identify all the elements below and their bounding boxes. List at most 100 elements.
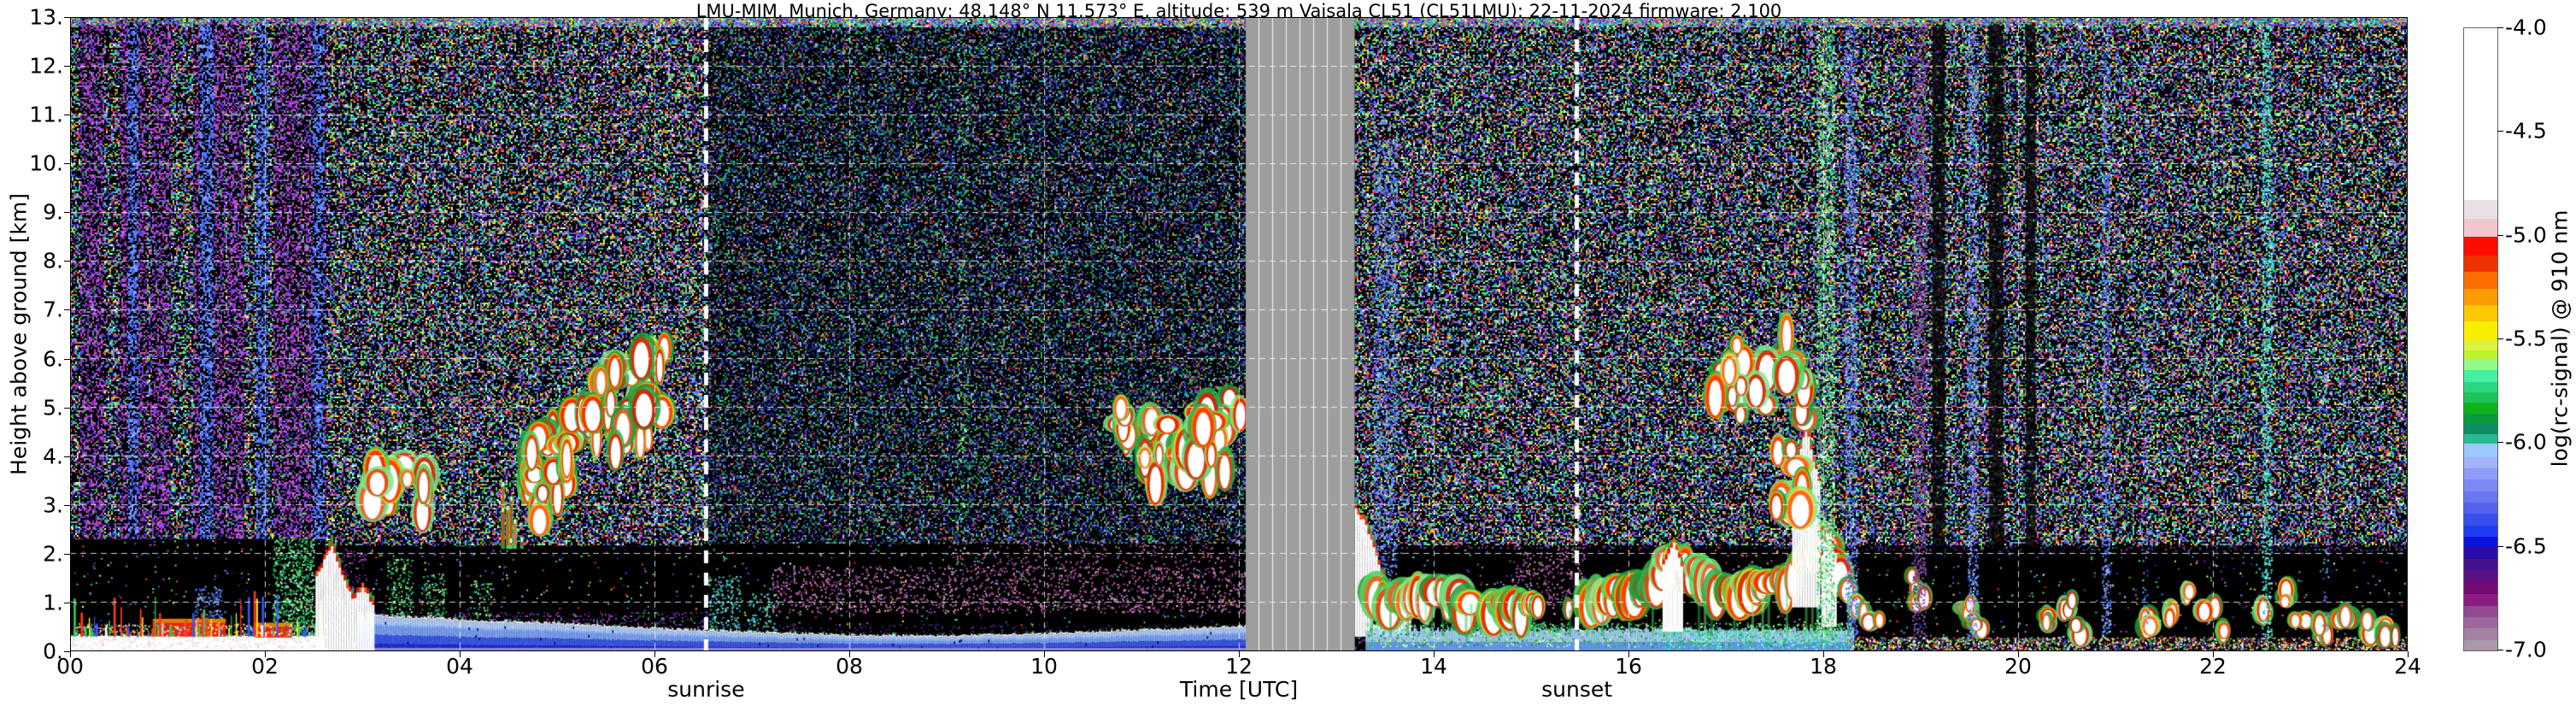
colorbar-tick-label: -5.0 bbox=[2505, 222, 2547, 248]
x-tick-mark bbox=[1823, 651, 1824, 657]
x-tick-label: 06 bbox=[641, 654, 668, 679]
colorbar-tick-mark bbox=[2497, 131, 2503, 132]
x-tick-label: 12 bbox=[1225, 654, 1253, 679]
colorbar-segment bbox=[2464, 28, 2497, 200]
x-tick-mark bbox=[1628, 651, 1629, 657]
x-tick-mark bbox=[1434, 651, 1435, 657]
colorbar-segment bbox=[2464, 305, 2497, 322]
colorbar-segment bbox=[2464, 456, 2497, 469]
colorbar-segment bbox=[2464, 199, 2497, 219]
colorbar-segment bbox=[2464, 536, 2497, 547]
x-tick-mark bbox=[1239, 651, 1240, 657]
y-tick-label: 5. bbox=[43, 395, 63, 421]
colorbar-segment bbox=[2464, 559, 2497, 571]
colorbar-segment bbox=[2464, 256, 2497, 273]
colorbar-segment bbox=[2464, 479, 2497, 491]
colorbar-tick-mark bbox=[2497, 545, 2503, 547]
colorbar-segment bbox=[2464, 237, 2497, 256]
x-tick-mark bbox=[2213, 651, 2214, 657]
colorbar-segment bbox=[2464, 434, 2497, 444]
x-tick-label: 04 bbox=[446, 654, 473, 679]
y-tick-label: 11. bbox=[29, 102, 63, 127]
sunrise-label: sunrise bbox=[667, 677, 745, 702]
colorbar-segment bbox=[2464, 639, 2497, 650]
colorbar-tick-label: -6.0 bbox=[2505, 429, 2547, 455]
colorbar-segment bbox=[2464, 321, 2497, 341]
y-tick-label: 13. bbox=[29, 4, 63, 30]
y-tick-mark bbox=[64, 358, 70, 360]
y-tick-label: 10. bbox=[29, 150, 63, 176]
colorbar-segment bbox=[2464, 340, 2497, 351]
y-axis-label: Height above ground [km] bbox=[6, 193, 32, 475]
x-tick-mark bbox=[70, 651, 71, 657]
colorbar-segment bbox=[2464, 468, 2497, 480]
sunset-label: sunset bbox=[1541, 677, 1613, 702]
y-tick-label: 4. bbox=[43, 444, 63, 469]
colorbar-segment bbox=[2464, 350, 2497, 359]
colorbar-tick-label: -6.5 bbox=[2505, 533, 2547, 559]
y-tick-mark bbox=[64, 163, 70, 165]
colorbar-segment bbox=[2464, 570, 2497, 582]
colorbar-label: log(rc-signal) @ 910 nm bbox=[2547, 209, 2573, 468]
colorbar-tick-label: -4.5 bbox=[2505, 118, 2547, 144]
colorbar-segment bbox=[2464, 502, 2497, 515]
colorbar-segment bbox=[2464, 381, 2497, 392]
colorbar-tick-label: -4.0 bbox=[2505, 15, 2547, 40]
colorbar-segment bbox=[2464, 546, 2497, 560]
x-tick-label: 00 bbox=[56, 654, 84, 679]
y-tick-mark bbox=[64, 553, 70, 555]
colorbar-segment bbox=[2464, 444, 2497, 457]
y-tick-mark bbox=[64, 17, 70, 18]
x-tick-label: 10 bbox=[1030, 654, 1058, 679]
x-tick-label: 20 bbox=[2004, 654, 2032, 679]
x-tick-label: 14 bbox=[1420, 654, 1447, 679]
y-tick-label: 2. bbox=[43, 541, 63, 567]
colorbar-tick-mark bbox=[2497, 338, 2503, 339]
colorbar-segment bbox=[2464, 391, 2497, 403]
y-tick-mark bbox=[64, 407, 70, 409]
colorbar-segment bbox=[2464, 288, 2497, 306]
y-tick-mark bbox=[64, 504, 70, 506]
x-tick-mark bbox=[849, 651, 850, 657]
colorbar-tick-mark bbox=[2497, 234, 2503, 236]
y-tick-label: 9. bbox=[43, 199, 63, 225]
colorbar-segment bbox=[2464, 358, 2497, 371]
colorbar-segment bbox=[2464, 218, 2497, 238]
colorbar-segment bbox=[2464, 581, 2497, 595]
colorbar-segment bbox=[2464, 424, 2497, 435]
y-tick-label: 0. bbox=[43, 638, 63, 664]
colorbar-tick-label: -7.0 bbox=[2505, 637, 2547, 662]
x-tick-label: 16 bbox=[1615, 654, 1642, 679]
colorbar-segment bbox=[2464, 402, 2497, 414]
y-tick-label: 1. bbox=[43, 590, 63, 615]
heatmap-canvas bbox=[70, 17, 2408, 651]
x-axis-label: Time [UTC] bbox=[1179, 677, 1299, 702]
colorbar-segment bbox=[2464, 514, 2497, 526]
colorbar-segment bbox=[2464, 594, 2497, 606]
y-tick-mark bbox=[64, 261, 70, 262]
colorbar-segment bbox=[2464, 413, 2497, 425]
y-tick-mark bbox=[64, 212, 70, 214]
colorbar bbox=[2463, 27, 2498, 651]
x-tick-mark bbox=[2408, 651, 2409, 657]
colorbar-segment bbox=[2464, 628, 2497, 640]
x-tick-mark bbox=[265, 651, 266, 657]
y-tick-label: 12. bbox=[29, 53, 63, 79]
x-tick-mark bbox=[1044, 651, 1045, 657]
x-tick-label: 02 bbox=[251, 654, 279, 679]
y-tick-mark bbox=[64, 456, 70, 457]
colorbar-segment bbox=[2464, 525, 2497, 537]
y-tick-label: 8. bbox=[43, 248, 63, 274]
colorbar-segment bbox=[2464, 370, 2497, 382]
colorbar-segment bbox=[2464, 617, 2497, 629]
x-tick-label: 08 bbox=[836, 654, 863, 679]
colorbar-tick-mark bbox=[2497, 27, 2503, 28]
x-tick-label: 22 bbox=[2199, 654, 2227, 679]
x-tick-label: 24 bbox=[2394, 654, 2421, 679]
x-tick-mark bbox=[2018, 651, 2019, 657]
y-tick-mark bbox=[64, 651, 70, 652]
y-tick-label: 6. bbox=[43, 346, 63, 372]
y-tick-label: 3. bbox=[43, 492, 63, 518]
x-tick-label: 18 bbox=[1810, 654, 1837, 679]
